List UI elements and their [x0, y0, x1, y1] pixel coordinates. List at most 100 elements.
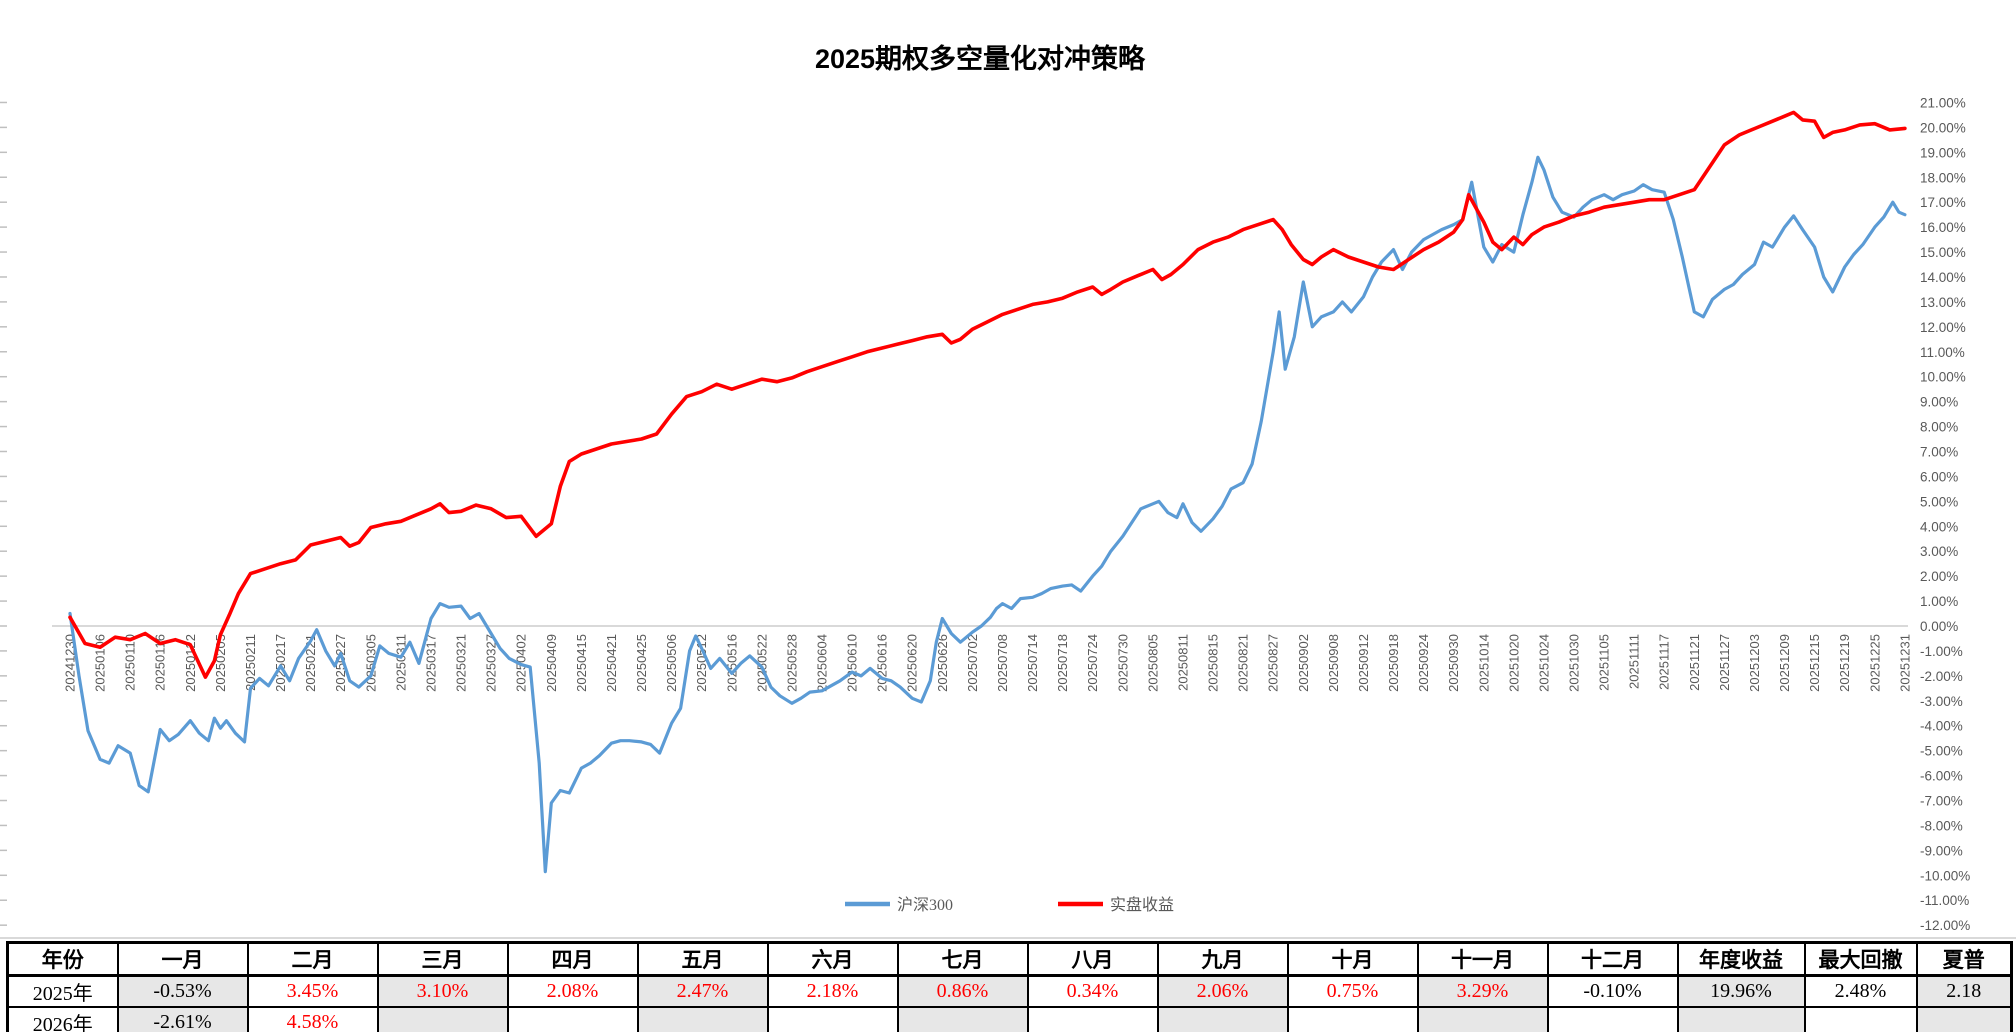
x-axis-label: 20250811 [1175, 634, 1190, 691]
value-cell [1915, 1006, 2013, 1032]
value-cell: 0.75% [1286, 974, 1419, 1008]
x-axis-label: 20250528 [784, 634, 799, 692]
column-header: 八月 [1026, 941, 1159, 977]
value-cell: 19.96% [1676, 974, 1806, 1008]
value-cell: -2.61% [116, 1006, 249, 1032]
x-axis-label: 20251117 [1657, 634, 1672, 690]
value-cell [1156, 1006, 1289, 1032]
x-axis-label: 20250415 [574, 634, 589, 692]
y-axis-label: 21.00% [1920, 95, 1966, 110]
x-axis-label: 20250908 [1326, 634, 1341, 692]
x-axis-label: 20251020 [1506, 634, 1521, 692]
x-axis-label: 20250512 [694, 634, 709, 692]
y-axis-label: 8.00% [1920, 420, 1958, 435]
column-header: 六月 [766, 941, 899, 977]
value-cell: 2.06% [1156, 974, 1289, 1008]
value-cell [1026, 1006, 1159, 1032]
monthly-returns-table: 年份 一月 二月 三月 四月 五月 六月 七月 八月 九月 十月 十一月 十二月 年度收益 最大回撤 夏普 2… [6, 941, 2013, 1032]
x-axis-label: 20250116 [153, 634, 168, 691]
chart-title: 2025期权多空量化对冲策略 [815, 43, 1146, 74]
column-header: 年度收益 [1676, 941, 1806, 977]
table-header-row: 年份 一月 二月 三月 四月 五月 六月 七月 八月 九月 十月 十一月 十二月 年度收益 最大回撤 夏普 [6, 941, 2013, 977]
x-axis-label: 20250821 [1236, 634, 1251, 692]
performance-chart: 2025期权多空量化对冲策略 21.00% 20.00% 19.00% 18.00% 17… [0, 43, 1970, 933]
y-axis-label: 4.00% [1920, 519, 1958, 534]
table-row: 2025年 -0.53% 3.45% 3.10% 2.08% 2.47% 2.18% 0.86… [6, 974, 2013, 1008]
x-axis-label: 20251024 [1536, 634, 1551, 692]
x-axis-label: 20250626 [935, 634, 950, 692]
column-header: 最大回撤 [1803, 941, 1918, 977]
value-cell: 3.10% [376, 974, 509, 1008]
value-cell: 2.18% [766, 974, 899, 1008]
y-axis-label: 9.00% [1920, 395, 1958, 410]
y-axis-label: 11.00% [1920, 345, 1965, 360]
y-axis-label: -1.00% [1920, 644, 1963, 659]
y-axis-label: 12.00% [1920, 320, 1966, 335]
x-axis-label: 20251014 [1476, 634, 1491, 692]
x-axis-label: 20250815 [1206, 634, 1221, 692]
x-axis-label: 20251225 [1867, 634, 1882, 692]
x-axis-label: 20250918 [1386, 634, 1401, 692]
value-cell: -0.10% [1546, 974, 1679, 1008]
y-axis-label: 10.00% [1920, 370, 1966, 385]
x-axis-label: 20250217 [273, 634, 288, 692]
column-header: 二月 [246, 941, 379, 977]
y-axis-label: 7.00% [1920, 444, 1958, 459]
x-axis-label: 20250110 [123, 634, 138, 691]
column-header: 七月 [896, 941, 1029, 977]
year-cell: 2025年 [6, 974, 119, 1008]
y-axis-label: -3.00% [1920, 694, 1963, 709]
x-axis-label: 20251209 [1777, 634, 1792, 692]
y-axis-label: 20.00% [1920, 120, 1966, 135]
value-cell: 3.29% [1416, 974, 1549, 1008]
y-axis-label: -7.00% [1920, 794, 1963, 809]
column-header: 十月 [1286, 941, 1419, 977]
column-header: 三月 [376, 941, 509, 977]
x-axis-label: 20250827 [1266, 634, 1281, 692]
value-cell: 0.34% [1026, 974, 1159, 1008]
value-cell [636, 1006, 769, 1032]
column-header: 年份 [6, 941, 119, 977]
x-axis-label: 20250421 [604, 634, 619, 692]
value-cell [376, 1006, 509, 1032]
x-axis-label: 20251215 [1807, 634, 1822, 692]
x-axis-label: 20250730 [1115, 634, 1130, 692]
y-axis-label: -8.00% [1920, 818, 1963, 833]
y-axis-label: 5.00% [1920, 494, 1958, 509]
y-axis-label: 18.00% [1920, 170, 1966, 185]
y-axis-label: 0.00% [1920, 619, 1958, 634]
y-axis-label: 2.00% [1920, 569, 1958, 584]
value-cell [766, 1006, 899, 1032]
x-axis-label: 20251219 [1837, 634, 1852, 692]
x-axis-label: 20250311 [393, 634, 408, 691]
value-cell [1286, 1006, 1419, 1032]
chart-bottom-divider [0, 937, 2016, 939]
column-header: 九月 [1156, 941, 1289, 977]
y-axis-label: 14.00% [1920, 270, 1966, 285]
x-axis-label: 20250227 [333, 634, 348, 692]
x-axis-label: 20250321 [454, 634, 469, 692]
legend-label-strategy: 实盘收益 [1110, 895, 1174, 914]
x-axis-label: 20251121 [1687, 634, 1702, 691]
x-axis-label: 20250506 [664, 634, 679, 692]
value-cell: 2.48% [1803, 974, 1918, 1008]
x-axis-label: 20250604 [815, 634, 830, 692]
value-cell [506, 1006, 639, 1032]
column-header: 夏普 [1915, 941, 2013, 977]
y-axis-label: 19.00% [1920, 145, 1966, 160]
x-axis-label: 20251231 [1897, 634, 1912, 692]
y-axis-label: 16.00% [1920, 220, 1966, 235]
x-axis-label: 20250616 [875, 634, 890, 692]
x-axis-label: 20251127 [1717, 634, 1732, 691]
x-axis-label: 20250714 [1025, 634, 1040, 692]
x-axis-label: 20250317 [423, 634, 438, 692]
y-axis-label: -12.00% [1920, 918, 1970, 933]
column-header: 四月 [506, 941, 639, 977]
x-axis-label: 20250902 [1296, 634, 1311, 692]
y-axis-label: -10.00% [1920, 868, 1970, 883]
csi300-line [68, 155, 1907, 874]
x-axis-label: 20250708 [995, 634, 1010, 692]
legend-label-csi300: 沪深300 [897, 896, 953, 914]
value-cell: 0.86% [896, 974, 1029, 1008]
